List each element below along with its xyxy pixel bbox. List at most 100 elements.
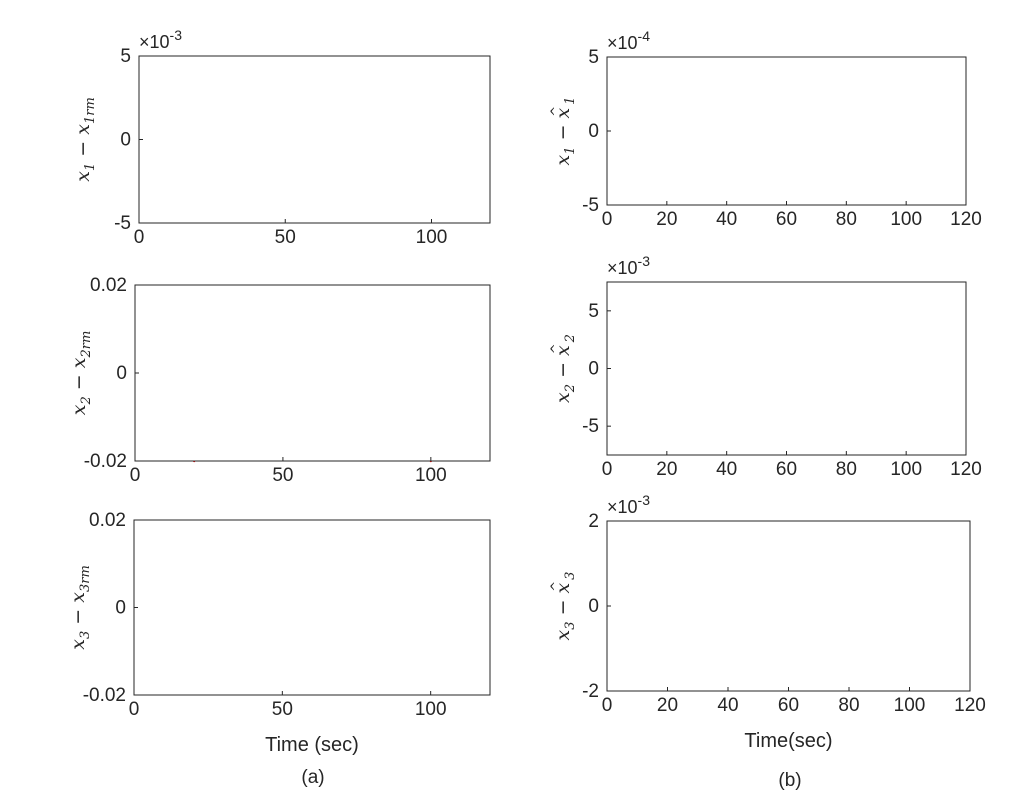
axes-frame [606, 56, 967, 206]
y-label-sub1: 2 [563, 384, 578, 393]
y-label-var1: x [67, 639, 89, 650]
y-label-var2: x [68, 357, 90, 368]
y-tick-label: -5 [114, 213, 131, 234]
y-label-op: − [552, 356, 574, 384]
y-label-hat: ^ [549, 106, 564, 117]
y-label-hat: ^ [549, 581, 564, 592]
x-tick-label: 60 [778, 695, 799, 716]
y-label-var1: x [552, 629, 574, 640]
y-axis-label: x1 − x^1 [549, 97, 578, 166]
y-axis-label: x1 − x1rm [72, 97, 98, 182]
y-label-op: − [552, 118, 574, 146]
y-label-sub2: 1rm [83, 97, 98, 124]
y-tick-label: 0 [588, 359, 599, 380]
y-exponent-base: ×10 [607, 497, 638, 517]
y-label-sub2: 1 [563, 97, 578, 105]
y-tick-label: -0.02 [84, 451, 127, 472]
x-tick-label: 60 [776, 459, 797, 480]
y-label-sub1: 3 [78, 631, 93, 639]
y-tick-label: 0.02 [90, 275, 127, 296]
y-label-sub1: 3 [563, 621, 578, 629]
x-tick-label: 0 [602, 459, 613, 480]
x-tick-label: 120 [954, 695, 986, 716]
y-tick-label: 0 [588, 121, 599, 142]
y-label-sub1: 1 [563, 146, 578, 154]
y-label-var1: x [72, 171, 94, 182]
y-label-hat: ^ [549, 343, 564, 354]
y-exponent-label: ×10-3 [139, 27, 182, 52]
y-axis-label: x3 − x^3 [549, 572, 578, 641]
axes-frame [138, 55, 491, 224]
x-tick-label: 80 [838, 695, 859, 716]
y-tick-label: 0 [120, 130, 131, 151]
y-label-sub2: 2 [563, 334, 578, 343]
x-tick-label: 0 [602, 209, 613, 230]
y-label-var2: x [552, 345, 574, 356]
x-tick-label: 0 [129, 699, 140, 720]
y-axis-label: x2 − x^2 [549, 334, 578, 403]
y-exponent-power: -3 [170, 27, 183, 43]
y-label-sub1: 2 [79, 396, 94, 405]
axes-frame [133, 519, 491, 696]
y-exponent-label: ×10-3 [607, 253, 650, 278]
y-label-sub2: 3 [563, 572, 578, 580]
caption-b: (b) [778, 770, 801, 791]
y-label-sub2: 3rm [78, 565, 93, 592]
axes-frame [606, 520, 971, 692]
y-label-op: − [72, 135, 94, 163]
y-exponent-base: ×10 [607, 258, 638, 278]
x-tick-label: 50 [272, 699, 293, 720]
y-tick-label: 0 [116, 363, 127, 384]
y-label-op: − [67, 603, 89, 631]
y-tick-label: -5 [582, 195, 599, 216]
y-exponent-power: -4 [638, 28, 651, 44]
x-tick-label: 20 [656, 209, 677, 230]
x-tick-label: 60 [776, 209, 797, 230]
x-tick-label: 0 [134, 227, 145, 248]
y-exponent-base: ×10 [607, 33, 638, 53]
x-tick-label: 40 [716, 209, 737, 230]
y-tick-label: -0.02 [83, 685, 126, 706]
y-tick-label: 0.02 [89, 510, 126, 531]
y-label-sub1: 1 [83, 163, 98, 171]
y-label-var1: x [552, 392, 574, 403]
y-exponent-base: ×10 [139, 32, 170, 52]
y-tick-label: 5 [588, 301, 599, 322]
x-tick-label: 100 [894, 695, 926, 716]
x-tick-label: 20 [656, 459, 677, 480]
y-tick-label: 0 [588, 596, 599, 617]
y-exponent-power: -3 [638, 253, 651, 269]
x-tick-label: 50 [275, 227, 296, 248]
caption-a: (a) [301, 767, 324, 788]
axes-frame [134, 284, 491, 462]
y-axis-label: x3 − x3rm [67, 565, 93, 650]
x-tick-label: 120 [950, 459, 982, 480]
x-tick-label: 100 [890, 459, 922, 480]
y-label-var2: x [552, 582, 574, 593]
y-tick-label: 2 [588, 511, 599, 532]
x-tick-label: 40 [716, 459, 737, 480]
x-tick-label: 80 [836, 209, 857, 230]
y-tick-label: 5 [588, 47, 599, 68]
x-tick-label: 100 [415, 465, 447, 486]
x-tick-label: 0 [602, 695, 613, 716]
y-label-var2: x [72, 124, 94, 135]
x-tick-label: 120 [950, 209, 982, 230]
x-axis-label: Time(sec) [744, 730, 832, 752]
y-tick-label: 0 [115, 598, 126, 619]
y-label-op: − [68, 368, 90, 396]
x-tick-label: 20 [657, 695, 678, 716]
y-label-var2: x [67, 592, 89, 603]
x-tick-label: 0 [130, 465, 141, 486]
y-axis-label: x2 − x2rm [68, 331, 94, 416]
y-label-op: − [552, 593, 574, 621]
y-exponent-label: ×10-3 [607, 492, 650, 517]
axes-frame [606, 281, 967, 456]
